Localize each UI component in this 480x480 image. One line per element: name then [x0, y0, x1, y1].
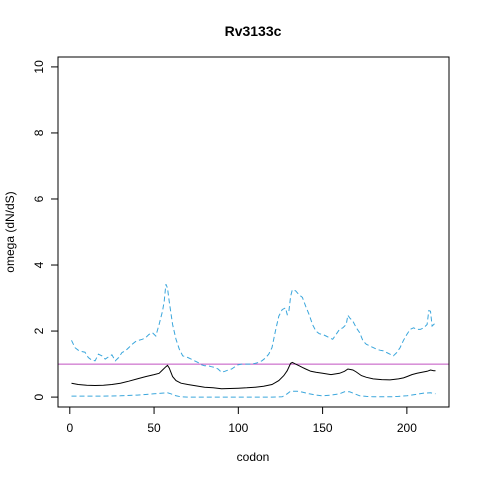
estimate-line — [71, 361, 436, 390]
x-tick-label: 0 — [66, 421, 73, 435]
y-tick-label: 6 — [32, 195, 46, 202]
x-axis: 0 50 100 150 200 — [66, 406, 417, 435]
lower-bound-line — [71, 390, 436, 398]
x-tick-label: 100 — [228, 421, 248, 435]
upper-bound-line — [71, 284, 436, 373]
y-axis-label: omega (dN/dS) — [3, 191, 17, 272]
plot-area — [58, 284, 449, 398]
y-tick-label: 8 — [32, 129, 46, 136]
x-tick-label: 150 — [313, 421, 333, 435]
chart-title: Rv3133c — [225, 23, 282, 39]
y-tick-label: 10 — [32, 60, 46, 74]
y-tick-label: 2 — [32, 327, 46, 334]
y-tick-label: 0 — [32, 393, 46, 400]
x-axis-label: codon — [237, 450, 270, 464]
x-tick-label: 50 — [147, 421, 161, 435]
y-axis: 0 2 4 6 8 10 — [32, 60, 59, 400]
y-tick-label: 4 — [32, 261, 46, 268]
x-tick-label: 200 — [397, 421, 417, 435]
